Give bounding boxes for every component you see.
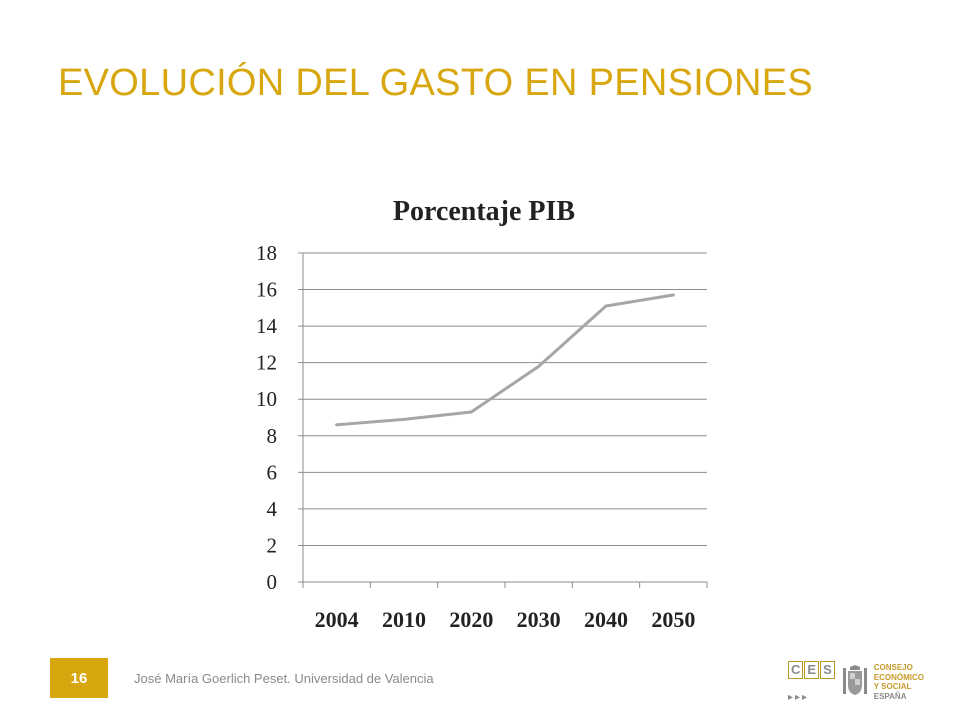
logo-line: ESPAÑA: [873, 691, 907, 701]
logo-line: Y SOCIAL: [873, 682, 912, 691]
ces-name: CONSEJO ECONÓMICO Y SOCIAL ESPAÑA: [874, 663, 924, 701]
data-point: [604, 304, 608, 308]
x-tick-label: 2010: [382, 607, 426, 632]
y-tick-label: 12: [256, 351, 277, 375]
data-point: [469, 410, 473, 414]
x-tick-label: 2020: [449, 607, 493, 632]
y-tick-label: 18: [256, 241, 277, 265]
x-tick-label: 2050: [651, 607, 695, 632]
chart-title: Porcentaje PIB: [393, 196, 575, 227]
ces-letter: E: [804, 661, 820, 679]
logo-line: CONSEJO: [873, 663, 913, 672]
y-tick-label: 4: [267, 497, 278, 521]
series-line: [335, 293, 675, 427]
y-tick-label: 8: [267, 424, 278, 448]
y-tick-label: 2: [267, 533, 278, 557]
logo-line: ECONÓMICO: [873, 672, 924, 682]
slide-title: EVOLUCIÓN DEL GASTO EN PENSIONES: [58, 62, 814, 104]
data-point: [537, 364, 541, 368]
x-tick-label: 2040: [584, 607, 628, 632]
coat-of-arms-icon: [842, 665, 867, 695]
footer-author: José María Goerlich Peset. Universidad d…: [134, 671, 434, 686]
y-tick-label: 14: [256, 314, 278, 338]
y-tick-label: 0: [267, 570, 278, 594]
x-tick-label: 2004: [315, 607, 359, 632]
x-tick-label: 2030: [517, 607, 561, 632]
data-point: [335, 423, 339, 427]
ces-letter: S: [820, 661, 835, 679]
data-point: [671, 293, 675, 297]
ces-arrows: ▸▸▸: [788, 692, 810, 703]
y-tick-label: 16: [256, 278, 277, 302]
data-point: [402, 417, 406, 421]
y-tick-label: 6: [267, 460, 278, 484]
y-tick-label: 10: [256, 387, 277, 411]
line-chart: Porcentaje PIB 0 2 4 6 8 10 12 14 16 18 2004 2010 20…: [256, 196, 708, 632]
ces-letter: C: [788, 661, 804, 679]
page-number: 16: [50, 658, 108, 698]
ces-logo: C E S ▸▸▸ CONSEJO ECONÓMICO Y SOCIAL ESP…: [788, 658, 928, 706]
ces-mark: C E S ▸▸▸: [788, 661, 836, 703]
